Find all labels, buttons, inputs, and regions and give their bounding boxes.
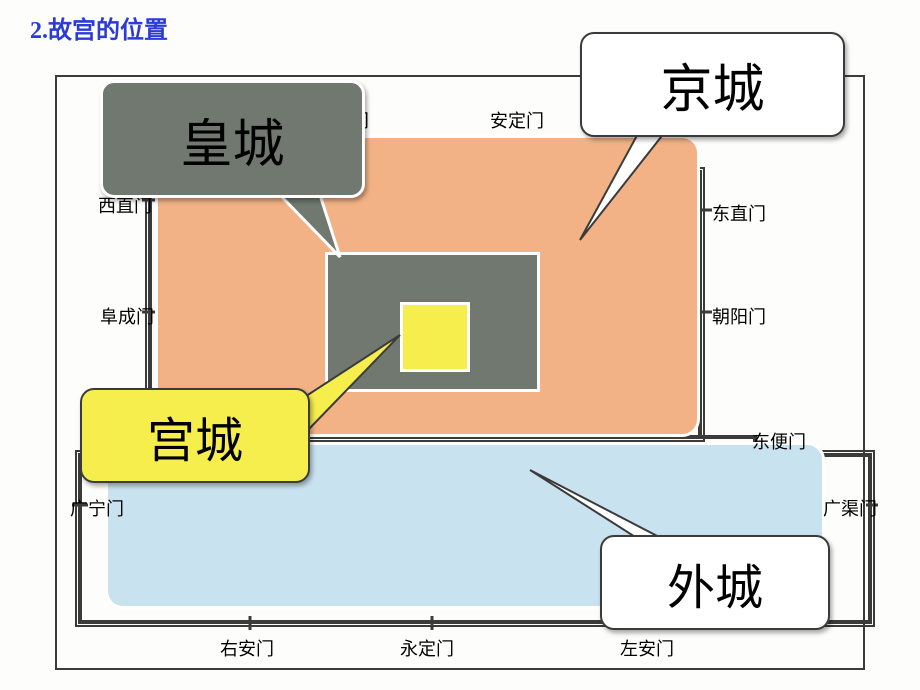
- callout-waicheng: 外城: [600, 535, 830, 630]
- callout-waicheng-text: 外城: [667, 548, 763, 618]
- callout-jingcheng-text: 京城: [660, 47, 764, 122]
- callout-huangcheng-text: 皇城: [180, 102, 284, 177]
- callout-huangcheng: 皇城: [100, 80, 365, 198]
- callout-jingcheng: 京城: [580, 32, 845, 137]
- callout-gongcheng: 宫城: [80, 388, 310, 483]
- callout-gongcheng-text: 宫城: [147, 401, 243, 471]
